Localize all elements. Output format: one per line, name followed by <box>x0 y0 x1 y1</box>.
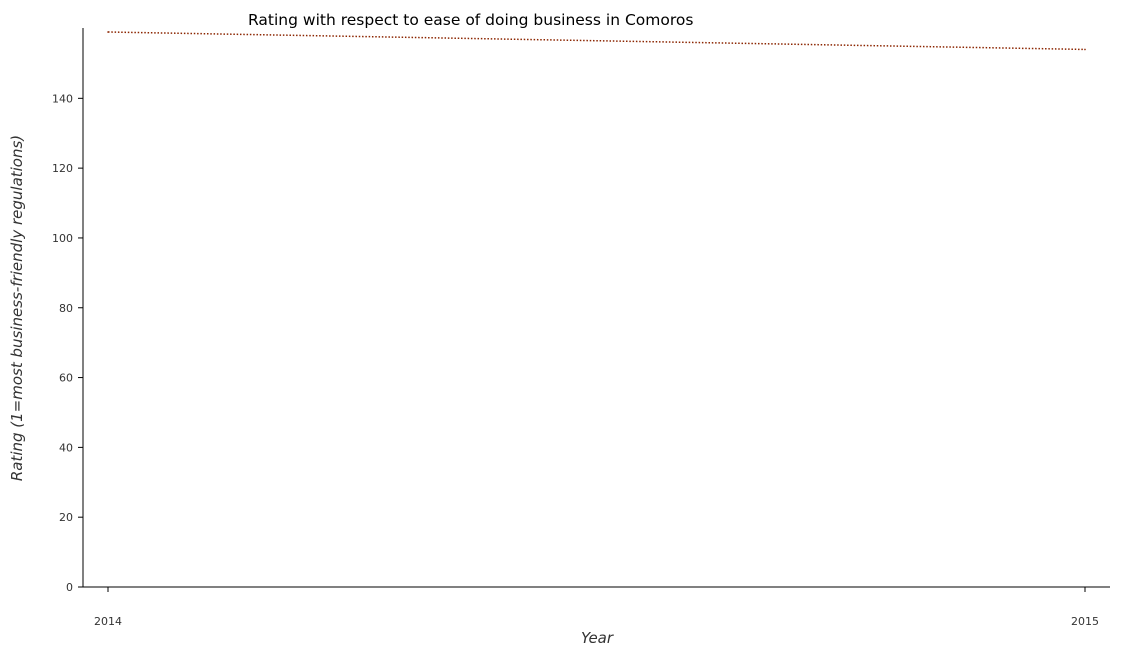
y-tick-label: 120 <box>52 162 73 175</box>
x-axis-ticks: 2014 2015 <box>94 587 1099 628</box>
series-line-0 <box>107 31 1086 51</box>
x-tick-label: 2015 <box>1071 615 1099 628</box>
x-axis-label: Year <box>581 629 614 647</box>
y-axis-ticks: 0 20 40 60 80 100 120 140 <box>52 92 83 594</box>
y-tick-label: 40 <box>59 441 73 454</box>
data-point <box>107 31 109 33</box>
y-tick-label: 0 <box>66 581 73 594</box>
y-tick-label: 20 <box>59 511 73 524</box>
chart-title: Rating with respect to ease of doing bus… <box>248 11 693 29</box>
x-tick-label: 2014 <box>94 615 122 628</box>
y-tick-label: 80 <box>59 302 73 315</box>
y-tick-label: 100 <box>52 232 73 245</box>
y-tick-label: 140 <box>52 92 73 105</box>
y-tick-label: 60 <box>59 372 73 385</box>
data-point <box>1084 48 1086 51</box>
y-axis-label: Rating (1=most business-friendly regulat… <box>8 135 26 481</box>
series-group <box>107 31 1086 51</box>
